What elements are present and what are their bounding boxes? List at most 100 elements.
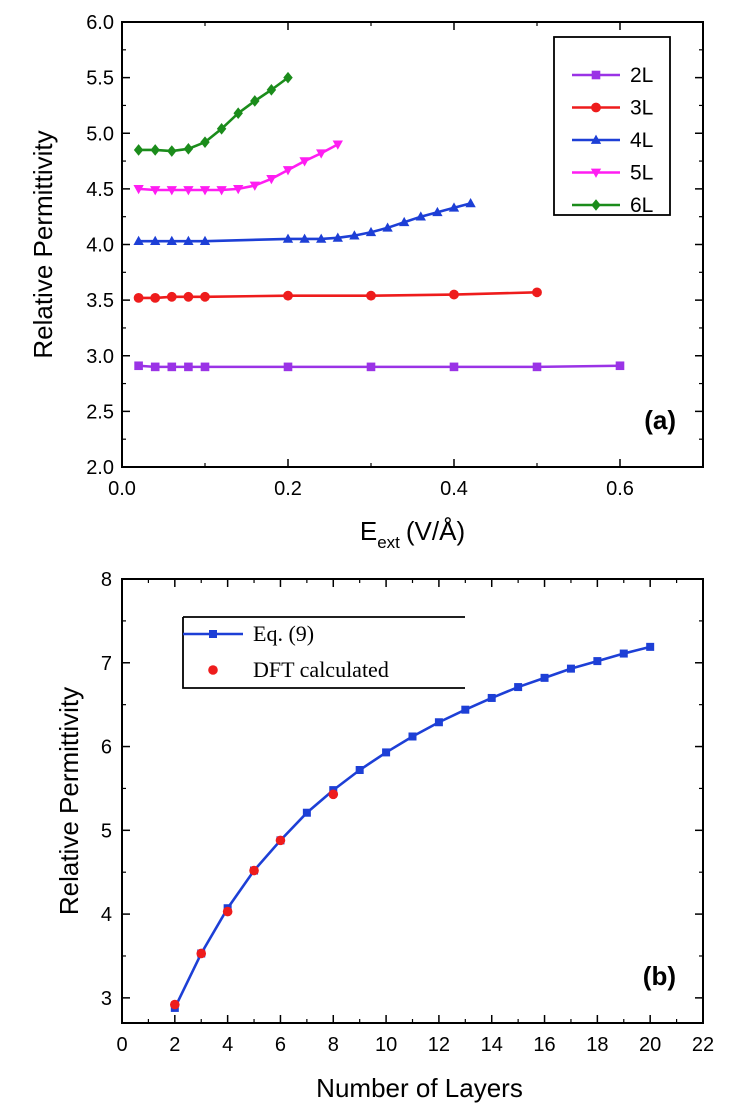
x-tick-label: 20	[639, 1034, 661, 1056]
data-point-eq9	[646, 642, 655, 651]
data-point-4L	[183, 235, 194, 246]
data-point-4L	[133, 235, 144, 246]
y-tick-label: 5.0	[86, 123, 114, 145]
data-point-3L	[366, 290, 376, 301]
x-axis-title-unit: (V/Å)	[406, 516, 465, 546]
data-point-3L	[200, 291, 210, 302]
data-point-5L	[233, 185, 244, 195]
data-point-4L	[150, 235, 161, 246]
data-point-5L	[249, 181, 260, 191]
data-point-6L	[150, 144, 160, 156]
data-point-eq9	[461, 705, 470, 714]
data-point-4L	[349, 230, 360, 240]
x-axis-title: Eext (V/Å)	[360, 516, 465, 552]
data-point-2L	[449, 362, 459, 372]
data-point-dft	[222, 906, 233, 917]
data-point-dft	[249, 865, 259, 876]
panel-a: 2.0 2.5 3.0 3.5 4.0 4.5 5.0 5.5 6.0 0.0 0.2 0.4 0.6 2…	[28, 12, 704, 552]
data-point-6L	[233, 107, 243, 120]
data-point-eq9	[593, 657, 602, 666]
data-point-5L	[216, 186, 227, 196]
series-2L	[134, 361, 625, 372]
x-tick-label: 16	[533, 1034, 555, 1056]
series-line-2L	[138, 364, 621, 369]
data-point-4L	[415, 211, 426, 221]
data-point-5L	[150, 186, 161, 196]
data-point-6L	[167, 145, 177, 157]
legend-box	[553, 36, 671, 216]
data-point-3L	[532, 287, 542, 298]
data-point-6L	[216, 122, 227, 135]
plot-frame	[121, 21, 704, 468]
data-point-2L	[283, 362, 293, 372]
y-tick-label: 5.5	[86, 68, 114, 90]
y-tick-label: 2.0	[86, 457, 114, 479]
data-point-5L	[183, 186, 194, 196]
x-tick-label: 0.4	[440, 478, 468, 500]
data-point-6L	[183, 143, 194, 155]
x-tick-label: 18	[586, 1034, 608, 1056]
y-axis-title: Relative Permittivity	[28, 130, 58, 358]
legend-label-2L: 2L	[630, 64, 653, 87]
data-point-6L	[283, 71, 293, 84]
data-point-eq9	[434, 718, 443, 727]
y-tick-label: 4.5	[86, 179, 114, 201]
data-point-3L	[150, 293, 161, 303]
data-point-eq9	[566, 664, 575, 673]
legend-label-dft: DFT calculated	[253, 657, 389, 682]
x-tick-label: 2	[169, 1034, 180, 1056]
data-point-dft	[170, 999, 180, 1010]
y-axis-title: Relative Permittivity	[54, 687, 84, 915]
data-point-2L	[532, 362, 542, 372]
x-tick-label: 0.0	[108, 478, 136, 500]
data-point-3L	[449, 289, 459, 300]
x-axis-title: Number of Layers	[316, 1073, 523, 1103]
y-tick-label: 4	[101, 904, 112, 926]
data-point-6L	[133, 144, 144, 156]
data-point-2L	[150, 362, 160, 372]
data-point-4L	[199, 235, 211, 246]
data-point-5L	[166, 186, 177, 196]
legend-box	[182, 616, 465, 689]
legend-label-4L: 4L	[630, 129, 653, 152]
data-point-3L	[133, 293, 144, 303]
y-tick-label: 2.5	[86, 401, 114, 423]
y-tick-label: 3	[101, 988, 112, 1010]
x-tick-label: 14	[481, 1034, 503, 1056]
data-point-5L	[299, 157, 310, 167]
data-point-3L	[283, 290, 293, 301]
x-tick-label: 22	[692, 1034, 714, 1056]
legend: 2L 3L 4L 5L 6L	[553, 36, 671, 217]
series-3L	[133, 287, 542, 303]
data-point-eq9	[619, 649, 628, 658]
legend-marker-2L	[591, 70, 601, 80]
data-point-2L	[366, 362, 376, 372]
series-line-eq9	[173, 645, 651, 1009]
plot-frame	[121, 578, 704, 1024]
data-point-4L	[166, 235, 177, 246]
data-point-6L	[250, 95, 260, 107]
x-tick-label: 0	[116, 1034, 127, 1056]
data-point-4L	[299, 233, 310, 243]
y-tick-label: 3.0	[86, 346, 114, 368]
series-4L	[133, 197, 476, 246]
data-point-dft	[328, 789, 339, 800]
series-eq9	[170, 642, 655, 1012]
series-line-3L	[138, 291, 538, 300]
series-line-6L	[138, 76, 289, 153]
y-tick-label: 6	[101, 737, 112, 759]
data-point-eq9	[487, 693, 496, 702]
data-point-5L	[282, 166, 294, 176]
y-tick-label: 8	[101, 569, 112, 591]
data-point-4L	[399, 216, 410, 227]
panel-label-b: (b)	[643, 961, 676, 991]
x-tick-label: 4	[222, 1034, 233, 1056]
y-tick-label: 4.0	[86, 235, 114, 257]
series-5L	[133, 140, 343, 196]
x-axis-title-sub: ext	[377, 533, 400, 552]
x-tick-label: 0.2	[274, 478, 302, 500]
panel-label-a: (a)	[644, 405, 676, 435]
x-tick-label: 0.6	[606, 478, 634, 500]
legend-marker-4L	[590, 134, 602, 144]
